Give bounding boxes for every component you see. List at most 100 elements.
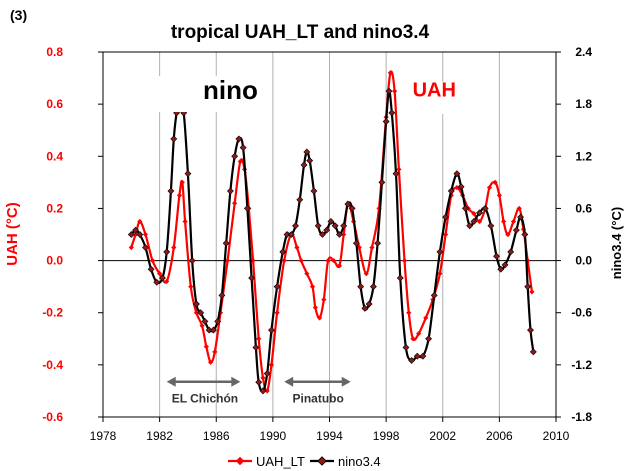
data-point-uah xyxy=(325,257,331,264)
data-point-nino xyxy=(296,196,304,204)
data-point-nino xyxy=(527,326,534,334)
data-point-nino xyxy=(159,274,166,282)
data-point-uah xyxy=(188,284,194,290)
data-point-uah xyxy=(203,344,209,350)
data-point-uah xyxy=(149,257,156,264)
y-ticks-left: -0.6 -0.4 -0.2 0.0 0.2 0.4 0.6 0.8 xyxy=(42,45,103,424)
y-tick-label-left: -0.4 xyxy=(42,358,63,372)
data-point-nino xyxy=(127,231,135,238)
data-point-uah xyxy=(164,278,170,285)
data-point-uah xyxy=(250,257,256,264)
data-point-uah xyxy=(363,271,369,277)
data-point-uah xyxy=(268,362,275,368)
annotation-el-chichon: EL Chichón xyxy=(172,392,238,406)
data-point-uah xyxy=(321,297,327,303)
y-tick-label-left: -0.2 xyxy=(42,306,63,320)
data-point-nino xyxy=(170,135,178,143)
series-uah xyxy=(128,70,535,394)
data-point-nino xyxy=(517,213,525,221)
data-point-nino xyxy=(335,231,343,238)
panel-label: (3) xyxy=(10,7,27,23)
data-point-uah xyxy=(505,231,511,238)
data-point-nino xyxy=(487,222,495,230)
data-point-nino xyxy=(314,222,322,230)
data-point-uah xyxy=(207,359,214,365)
data-point-nino xyxy=(273,283,281,291)
legend: UAH_LT nino3.4 xyxy=(228,454,381,469)
data-point-uah xyxy=(256,336,262,342)
data-point-uah xyxy=(471,211,477,217)
legend-label-nino: nino3.4 xyxy=(338,454,381,469)
y-tick-label-left: 0.0 xyxy=(46,254,63,268)
y-tick-label-left: 0.2 xyxy=(46,201,63,215)
annotation-uah: UAH xyxy=(413,79,456,101)
arrow-head-right xyxy=(231,376,241,387)
data-point-nino xyxy=(365,300,373,308)
data-point-nino xyxy=(243,205,251,212)
y-tick-label-right: 1.2 xyxy=(575,149,592,163)
data-point-nino xyxy=(430,291,438,299)
x-tick-label: 1990 xyxy=(260,429,287,443)
data-point-uah xyxy=(193,310,200,316)
data-point-nino xyxy=(507,248,515,256)
series-layer xyxy=(127,70,537,395)
data-point-nino xyxy=(382,118,390,125)
legend-marker-uah xyxy=(235,456,245,466)
x-tick-label: 2010 xyxy=(543,429,570,443)
data-point-uah xyxy=(137,218,143,225)
data-point-nino xyxy=(318,231,326,238)
data-point-nino xyxy=(378,178,386,186)
data-point-nino xyxy=(147,265,155,273)
data-point-uah xyxy=(176,192,183,198)
data-point-uah xyxy=(423,315,429,321)
data-point-nino xyxy=(374,239,382,247)
data-point-uah xyxy=(312,304,318,311)
data-point-nino xyxy=(466,222,474,230)
data-point-nino xyxy=(385,87,393,95)
data-point-nino xyxy=(425,335,433,343)
data-point-nino xyxy=(361,304,369,312)
data-point-nino xyxy=(218,291,226,299)
data-point-nino xyxy=(331,222,339,230)
data-point-uah xyxy=(341,231,347,238)
data-point-nino xyxy=(132,226,139,234)
data-point-uah xyxy=(356,244,362,251)
data-point-nino xyxy=(352,239,360,247)
x-tick-label: 1994 xyxy=(316,429,343,443)
data-point-uah xyxy=(496,192,502,198)
data-point-nino xyxy=(419,352,427,360)
data-point-nino xyxy=(413,352,421,360)
data-point-uah xyxy=(406,310,412,316)
data-point-nino xyxy=(235,135,243,143)
data-point-uah xyxy=(232,200,238,206)
data-point-nino xyxy=(447,187,455,195)
data-point-nino xyxy=(268,326,275,334)
data-point-nino xyxy=(201,317,209,325)
data-point-nino xyxy=(408,357,416,364)
data-point-uah xyxy=(298,257,304,264)
data-point-nino xyxy=(323,226,331,234)
data-point-nino xyxy=(396,274,404,282)
data-point-nino xyxy=(501,261,509,269)
y-axis-label-left: UAH (°C) xyxy=(4,202,21,266)
data-point-nino xyxy=(344,200,352,208)
data-point-uah xyxy=(157,271,163,277)
data-point-uah xyxy=(501,218,507,225)
data-point-nino xyxy=(327,218,335,225)
data-point-nino xyxy=(340,222,348,230)
data-point-uah xyxy=(392,88,398,94)
data-point-uah xyxy=(128,244,134,251)
data-point-nino xyxy=(142,244,149,251)
data-point-nino xyxy=(184,170,192,178)
x-tick-label: 2006 xyxy=(486,429,513,443)
data-point-uah xyxy=(401,257,408,264)
data-point-nino xyxy=(512,226,520,234)
x-tick-label: 1982 xyxy=(146,429,173,443)
data-point-uah xyxy=(142,231,149,238)
data-point-uah xyxy=(416,330,422,337)
data-point-nino xyxy=(461,205,469,212)
data-point-nino xyxy=(310,187,318,195)
data-point-uah xyxy=(387,70,393,76)
x-tick-label: 1978 xyxy=(90,429,117,443)
